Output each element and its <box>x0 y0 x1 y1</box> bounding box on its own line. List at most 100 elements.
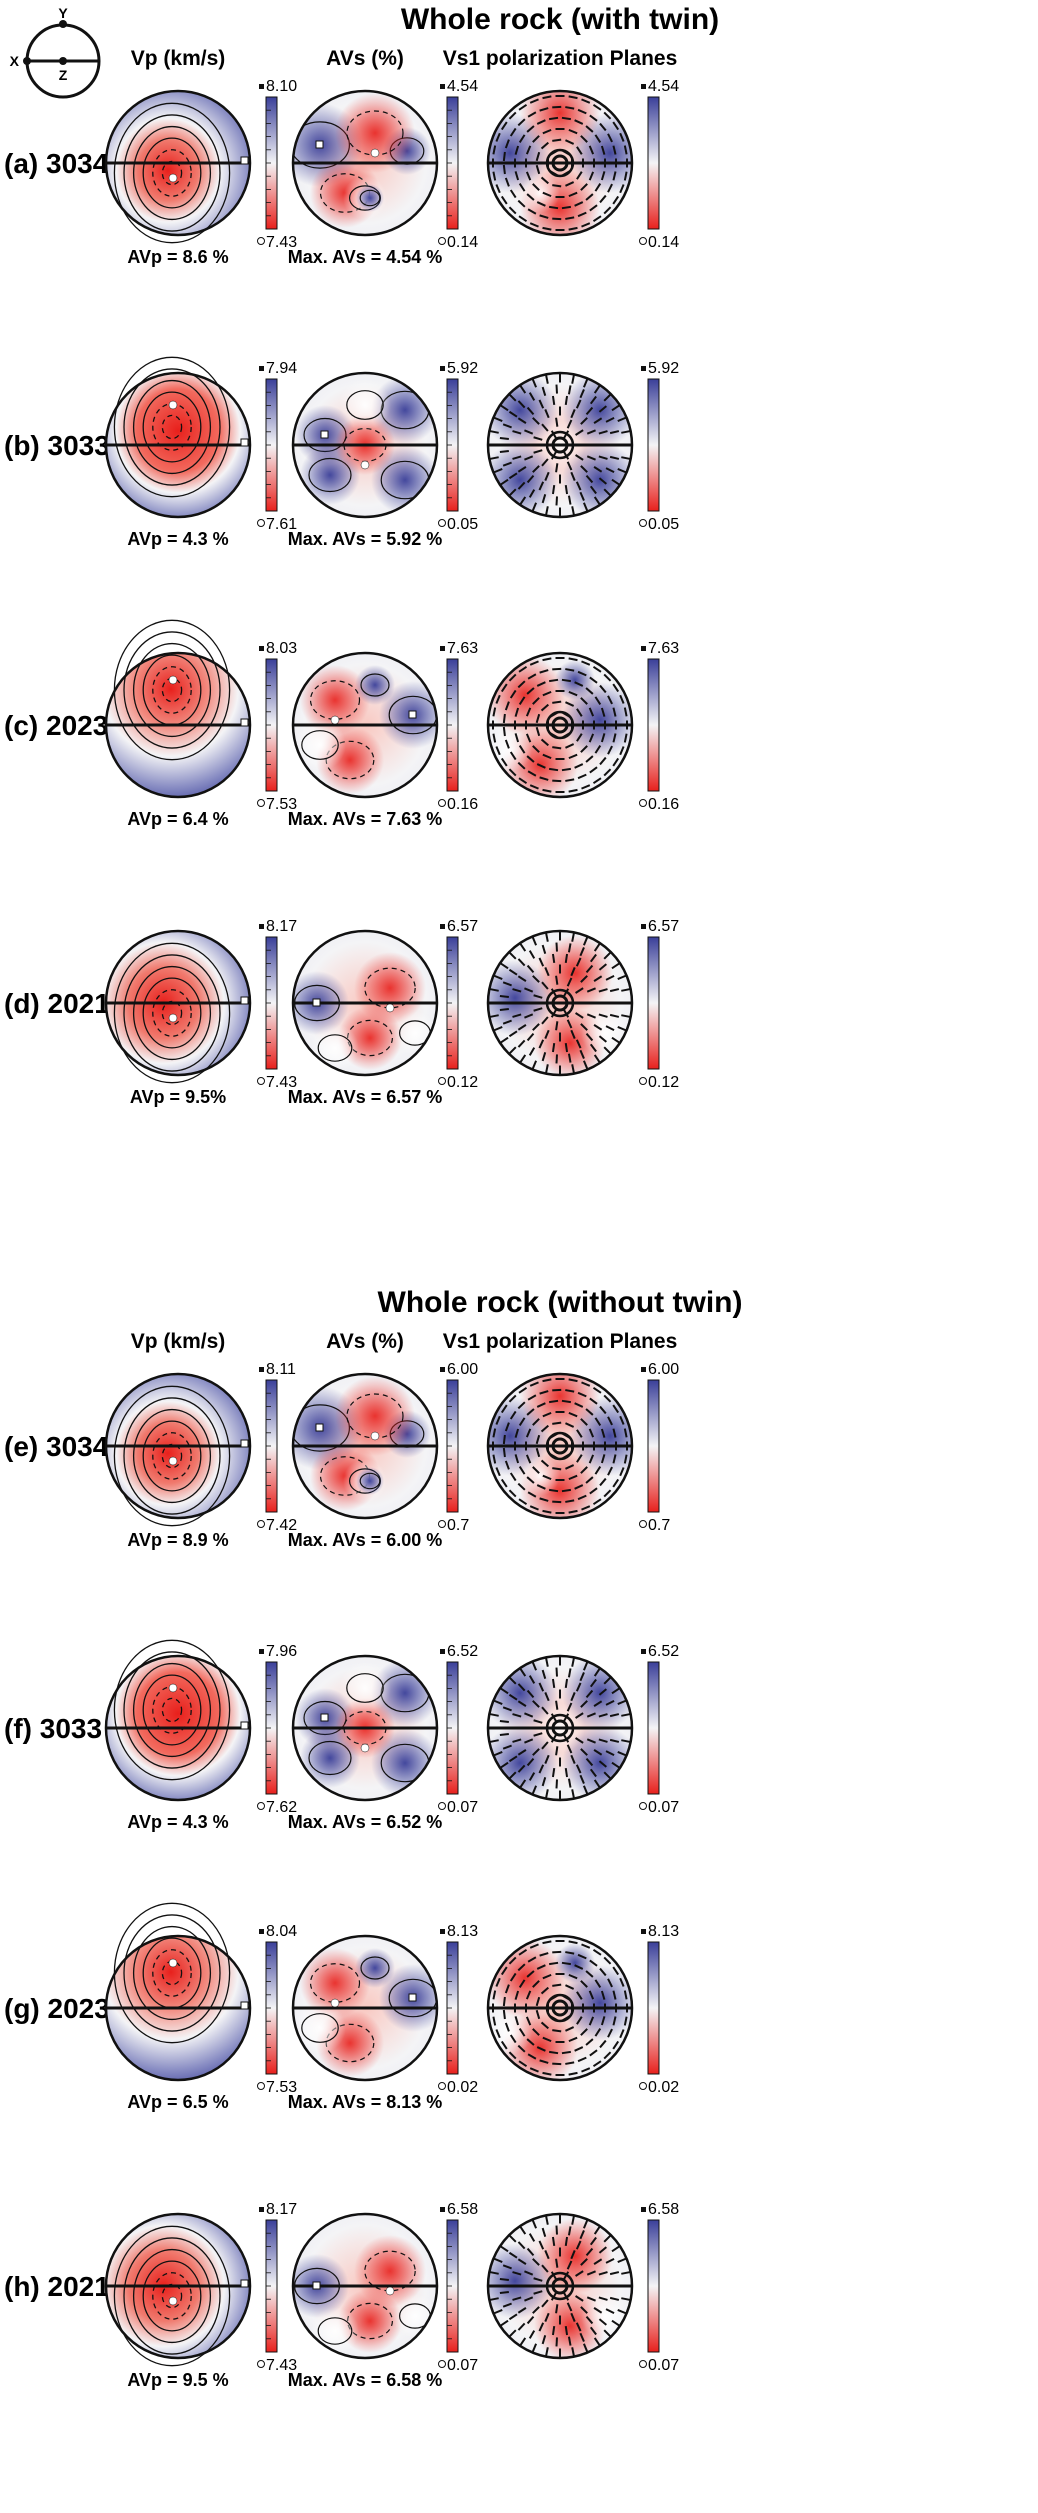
min-marker <box>168 675 178 685</box>
min-marker <box>168 173 178 183</box>
vs1-min-value: 0.14 <box>648 234 679 251</box>
vp-max-value: 8.17 <box>266 2201 297 2218</box>
min-marker <box>330 1998 340 2008</box>
vp-stereonet <box>104 929 252 1084</box>
contour-line <box>142 137 202 209</box>
vp-color-bar: 7.96 7.62 <box>257 1643 297 1816</box>
vs1-min-value: 0.12 <box>648 1074 679 1091</box>
vp-min-value: 7.53 <box>266 2079 297 2096</box>
max-avs-caption: Max. AVs = 5.92 % <box>288 529 443 549</box>
vp-stereonet <box>104 2212 252 2367</box>
vp-max-value: 7.96 <box>266 1643 297 1660</box>
coordinate-key: Y X Z <box>10 5 101 99</box>
avp-caption: AVp = 6.4 % <box>127 809 228 829</box>
vs1-color-bar: 7.63 0.16 <box>639 640 679 813</box>
max-marker <box>240 1721 249 1730</box>
contour-line <box>152 989 192 1037</box>
contour-line <box>123 368 221 486</box>
vp-stereonet <box>104 1639 252 1802</box>
avp-caption: AVp = 4.3 % <box>127 1812 228 1832</box>
contour-line <box>142 1674 202 1746</box>
min-marker <box>168 1683 178 1693</box>
vs1-polarization-stereonet <box>486 89 634 237</box>
avs-stereonet <box>291 1654 439 1802</box>
column-header-avs: AVs (%) <box>326 1330 404 1353</box>
max-marker <box>315 1423 324 1432</box>
avs-color-bar: 8.13 0.02 <box>438 1923 478 2096</box>
row-label: (g) 2023 <box>4 1993 110 2024</box>
min-marker <box>370 1431 380 1441</box>
avs-min-value: 0.16 <box>447 796 478 813</box>
min-marker <box>168 2296 178 2306</box>
vp-min-value: 7.53 <box>266 796 297 813</box>
max-marker <box>315 140 324 149</box>
vp-min-value: 7.43 <box>266 2357 297 2374</box>
row-label: (h) 2021 <box>4 2271 110 2302</box>
avs-color-bar: 4.54 0.14 <box>438 78 478 251</box>
max-avs-caption: Max. AVs = 8.13 % <box>288 2092 443 2112</box>
min-marker <box>360 460 370 470</box>
vp-min-value: 7.61 <box>266 516 297 533</box>
vp-max-value: 8.03 <box>266 640 297 657</box>
vp-max-value: 8.17 <box>266 918 297 935</box>
avs-stereonet <box>291 651 439 799</box>
max-marker <box>240 438 249 447</box>
contour-line <box>142 977 202 1049</box>
avs-min-value: 0.7 <box>447 1517 469 1534</box>
vp-color-bar: 8.10 7.43 <box>257 78 297 251</box>
avs-color-bar: 5.92 0.05 <box>438 360 478 533</box>
avs-color-bar: 7.63 0.16 <box>438 640 478 813</box>
avs-min-value: 0.05 <box>447 516 478 533</box>
vs1-color-bar: 5.92 0.05 <box>639 360 679 533</box>
contour-line <box>113 2225 231 2367</box>
vs1-max-value: 7.63 <box>648 640 679 657</box>
contour-line <box>142 1420 202 1492</box>
avs-stereonet <box>291 929 439 1077</box>
vs1-color-bar: 6.58 0.07 <box>639 2201 679 2374</box>
min-marker <box>370 148 380 158</box>
max-avs-caption: Max. AVs = 6.00 % <box>288 1530 443 1550</box>
section-title: Whole rock (with twin) <box>401 3 719 36</box>
max-marker <box>240 996 249 1005</box>
max-avs-caption: Max. AVs = 6.58 % <box>288 2370 443 2390</box>
avp-caption: AVp = 9.5 % <box>127 2370 228 2390</box>
vp-min-value: 7.62 <box>266 1799 297 1816</box>
max-marker <box>320 1713 329 1722</box>
contour-line <box>132 1662 212 1758</box>
avp-caption: AVp = 9.5% <box>130 1087 226 1107</box>
vs1-min-value: 0.07 <box>648 1799 679 1816</box>
contour-line <box>123 114 221 232</box>
vs1-max-value: 8.13 <box>648 1923 679 1940</box>
vp-max-value: 8.04 <box>266 1923 297 1940</box>
row-label: (a) 3034 <box>4 148 109 179</box>
max-marker <box>240 156 249 165</box>
column-header-vp: Vp (km/s) <box>131 1330 226 1353</box>
contour-line <box>132 1925 212 2021</box>
min-marker <box>385 2286 395 2296</box>
max-marker <box>312 2281 321 2290</box>
contour-line <box>161 1443 183 1469</box>
contour-line <box>113 1385 231 1527</box>
avs-min-value: 0.02 <box>447 2079 478 2096</box>
avs-min-value: 0.14 <box>447 234 478 251</box>
key-z-label: Z <box>59 67 68 83</box>
max-marker <box>312 998 321 1007</box>
max-avs-caption: Max. AVs = 4.54 % <box>288 247 443 267</box>
vs1-polarization-stereonet <box>486 651 634 799</box>
contour-line <box>123 1397 221 1515</box>
contour-line <box>132 965 212 1061</box>
row-label: (c) 2023 <box>4 710 108 741</box>
avs-color-bar: 6.58 0.07 <box>438 2201 478 2374</box>
vp-stereonet <box>104 1372 252 1527</box>
vs1-max-value: 5.92 <box>648 360 679 377</box>
avp-caption: AVp = 8.6 % <box>127 247 228 267</box>
min-marker <box>360 1743 370 1753</box>
contour-line <box>161 1000 183 1026</box>
avs-min-value: 0.12 <box>447 1074 478 1091</box>
vp-color-bar: 8.04 7.53 <box>257 1923 297 2096</box>
avs-color-bar: 6.00 0.7 <box>438 1361 478 1534</box>
contour-line <box>123 1651 221 1769</box>
